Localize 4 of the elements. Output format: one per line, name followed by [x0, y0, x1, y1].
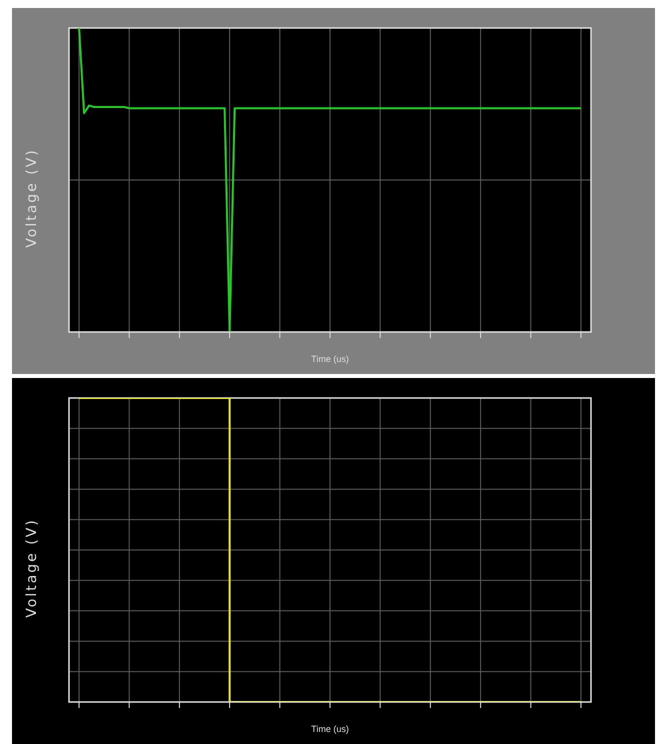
y-axis-title: Voltage (V): [24, 147, 40, 250]
x-axis-title: Time (us): [310, 354, 350, 364]
x-axis-title: Time (us): [310, 724, 350, 734]
y-axis-title: Voltage (V): [24, 517, 40, 620]
